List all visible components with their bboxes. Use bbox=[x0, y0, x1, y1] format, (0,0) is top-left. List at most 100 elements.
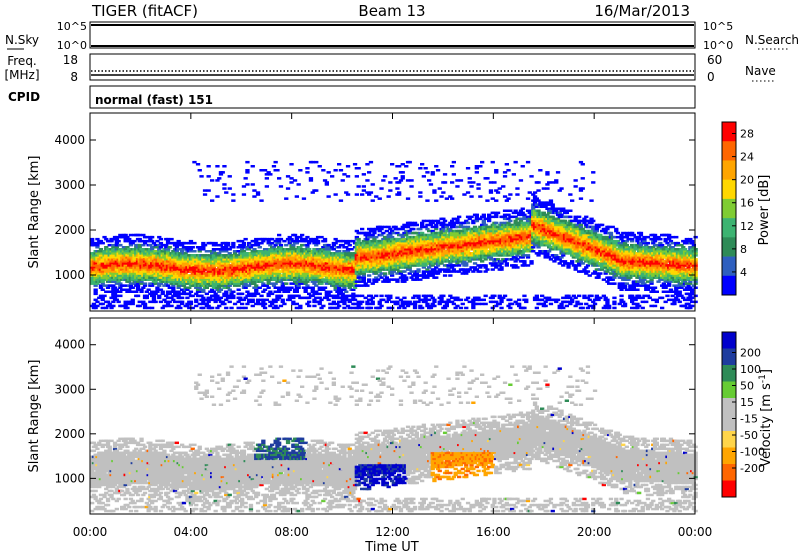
heatmap-cell bbox=[317, 302, 322, 306]
heatmap-cell bbox=[425, 276, 430, 279]
heatmap-cell bbox=[397, 270, 402, 273]
heatmap-cell bbox=[333, 264, 338, 267]
heatmap-cell bbox=[338, 260, 344, 263]
heatmap-cell bbox=[377, 306, 382, 310]
heatmap-cell bbox=[412, 306, 418, 310]
heatmap-cell bbox=[303, 290, 308, 293]
heatmap-cell bbox=[132, 282, 137, 285]
heatmap-cell bbox=[194, 298, 199, 302]
heatmap-cell bbox=[377, 197, 382, 200]
heatmap-cell bbox=[165, 296, 171, 300]
heatmap-cell bbox=[312, 241, 317, 245]
heatmap-cell bbox=[150, 239, 155, 243]
heatmap-cell bbox=[481, 219, 486, 223]
heatmap-cell bbox=[338, 169, 344, 172]
heatmap-cell bbox=[192, 280, 197, 283]
heatmap-cell bbox=[245, 246, 250, 249]
heatmap-cell bbox=[114, 288, 119, 291]
heatmap-cell bbox=[105, 286, 111, 289]
heatmap-cell bbox=[234, 268, 239, 271]
heatmap-cell bbox=[381, 280, 386, 283]
heatmap-cell bbox=[97, 278, 102, 281]
heatmap-cell bbox=[476, 264, 481, 267]
heatmap-cell bbox=[464, 264, 469, 267]
heatmap-cell bbox=[377, 268, 382, 271]
heatmap-cell bbox=[471, 270, 476, 273]
heatmap-cell bbox=[398, 233, 404, 237]
heatmap-cell bbox=[285, 290, 291, 293]
heatmap-cell bbox=[483, 248, 488, 251]
heatmap-cell bbox=[388, 294, 393, 298]
heatmap-cell bbox=[344, 254, 349, 257]
heatmap-cell bbox=[400, 171, 405, 174]
heatmap-cell bbox=[187, 246, 192, 249]
heatmap-cell bbox=[330, 294, 335, 298]
heatmap-cell bbox=[356, 300, 361, 304]
heatmap-cell bbox=[324, 270, 329, 273]
heatmap-cell bbox=[462, 268, 467, 271]
heatmap-cell bbox=[361, 270, 366, 273]
heatmap-cell bbox=[390, 235, 395, 239]
heatmap-cell bbox=[337, 246, 342, 249]
heatmap-cell bbox=[287, 254, 292, 257]
heatmap-cell bbox=[142, 306, 148, 310]
heatmap-cell bbox=[277, 288, 282, 291]
heatmap-cell bbox=[291, 243, 296, 247]
heatmap-cell bbox=[294, 282, 299, 285]
heatmap-cell bbox=[423, 274, 428, 277]
heatmap-cell bbox=[368, 298, 374, 302]
heatmap-cell bbox=[271, 258, 277, 261]
freq-tick-bottom: 8 bbox=[70, 70, 78, 84]
heatmap-cell bbox=[296, 286, 301, 289]
heatmap-cell bbox=[176, 286, 181, 289]
heatmap-cell bbox=[197, 286, 202, 289]
heatmap-cell bbox=[275, 306, 280, 310]
heatmap-cell bbox=[218, 173, 224, 176]
heatmap-cell bbox=[169, 304, 174, 308]
heatmap-cell bbox=[478, 258, 483, 261]
heatmap-cell bbox=[139, 290, 144, 293]
heatmap-cell bbox=[227, 288, 232, 291]
heatmap-cell bbox=[188, 290, 194, 293]
heatmap-cell bbox=[116, 239, 121, 243]
heatmap-cell bbox=[105, 290, 111, 293]
heatmap-cell bbox=[264, 237, 269, 241]
heatmap-cell bbox=[472, 262, 478, 265]
heatmap-cell bbox=[333, 237, 338, 241]
heatmap-cell bbox=[471, 181, 476, 184]
heatmap-cell bbox=[400, 276, 405, 279]
heatmap-cell bbox=[458, 248, 464, 251]
heatmap-cell bbox=[261, 298, 266, 302]
heatmap-cell bbox=[135, 288, 141, 291]
heatmap-cell bbox=[450, 235, 455, 239]
heatmap-cell bbox=[360, 260, 365, 263]
heatmap-cell bbox=[458, 254, 464, 257]
cpid-value: normal (fast) 151 bbox=[95, 93, 213, 107]
heatmap-cell bbox=[317, 292, 322, 296]
heatmap-cell bbox=[275, 294, 280, 298]
heatmap-cell bbox=[379, 227, 384, 231]
heatmap-cell bbox=[264, 177, 269, 180]
heatmap-cell bbox=[127, 237, 132, 241]
heatmap-cell bbox=[307, 292, 312, 296]
heatmap-cell bbox=[354, 243, 359, 247]
heatmap-cell bbox=[91, 270, 97, 273]
heatmap-cell bbox=[208, 296, 213, 300]
heatmap-cell bbox=[224, 250, 229, 253]
heatmap-cell bbox=[344, 296, 349, 300]
heatmap-cell bbox=[211, 290, 217, 293]
heatmap-cell bbox=[150, 246, 155, 249]
heatmap-cell bbox=[266, 171, 271, 174]
heatmap-cell bbox=[171, 250, 176, 253]
heatmap-cell bbox=[314, 284, 319, 287]
heatmap-cell bbox=[91, 243, 97, 247]
heatmap-cell bbox=[448, 262, 453, 265]
heatmap-cell bbox=[128, 268, 134, 271]
heatmap-cell bbox=[345, 268, 351, 271]
heatmap-cell bbox=[100, 298, 105, 302]
heatmap-cell bbox=[254, 286, 259, 289]
heatmap-cell bbox=[204, 286, 209, 289]
heatmap-cell bbox=[453, 252, 458, 255]
heatmap-cell bbox=[365, 300, 370, 304]
heatmap-cell bbox=[448, 227, 453, 231]
